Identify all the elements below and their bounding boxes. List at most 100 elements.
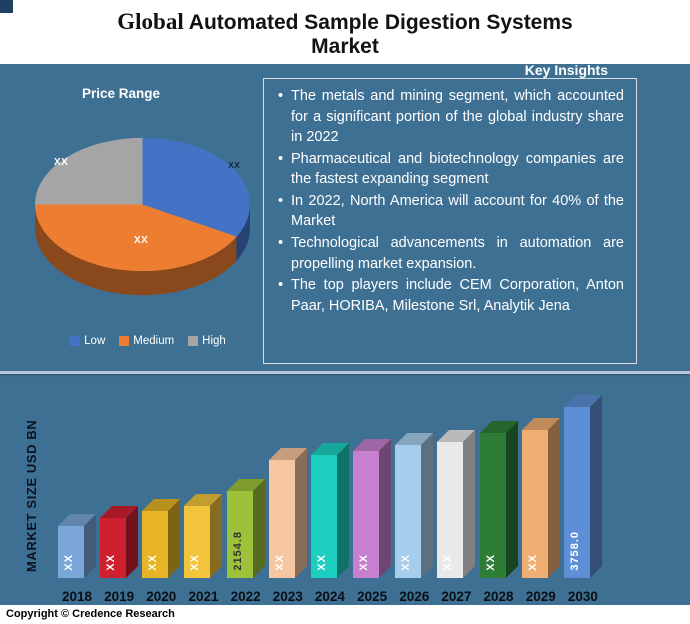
bar-year-label: 2026 [399, 589, 430, 604]
bar-side-face [126, 506, 139, 578]
key-insight-item: The top players include CEM Corporation,… [278, 275, 624, 316]
pie-3d [35, 97, 250, 312]
legend-label-medium: Medium [133, 335, 175, 347]
page-title-rest: Automated Sample Digestion Systems [183, 11, 573, 34]
bar-2019: XX 2019 [100, 506, 139, 604]
bar-front-face [100, 518, 127, 578]
key-insight-item: Pharmaceutical and biotechnology compani… [278, 149, 624, 190]
bar-chart-bars: XX 2018 XX 2019 XX 2020 XX 2021 2154.8 2022 XX 2023… [58, 366, 602, 604]
page-title-line2: Market [311, 35, 379, 59]
bar-value-label: XX [273, 554, 286, 571]
legend-item-high: High [188, 335, 226, 347]
bar-front-face [437, 442, 464, 578]
legend-swatch-medium [119, 336, 130, 346]
bar-front-face [142, 511, 169, 578]
bar-value-label: XX [105, 554, 118, 571]
page-title-line1: Global Automated Sample Digestion System… [0, 9, 690, 35]
bar-year-label: 2027 [441, 589, 472, 604]
bar-2030: 3758.0 2030 [563, 395, 602, 604]
bar-front-face [226, 491, 253, 578]
bar-side-face [547, 418, 560, 578]
key-insights-list: The metals and mining segment, which acc… [264, 79, 636, 316]
bar-value-label: XX [358, 554, 371, 571]
bar-year-label: 2030 [567, 589, 598, 604]
key-insights-title: Key Insights [524, 62, 608, 78]
legend-label-high: High [202, 335, 226, 347]
bar-front-face [521, 430, 548, 578]
bar-2022: 2154.8 2022 [226, 479, 265, 604]
header: Global Automated Sample Digestion System… [0, 0, 690, 64]
bar-front-face [395, 445, 422, 578]
bar-2018: XX 2018 [58, 514, 96, 604]
bar-2026: XX 2026 [395, 433, 434, 604]
bar-value-label: XX [315, 554, 328, 571]
bar-year-label: 2029 [525, 589, 556, 604]
bar-front-face [563, 407, 590, 578]
bar-side-face [252, 479, 265, 578]
bar-front-face [479, 433, 506, 578]
bar-front-face [353, 451, 380, 578]
bar-value-label: 2154.8 [231, 531, 244, 571]
key-insight-item: In 2022, North America will account for … [278, 191, 624, 232]
key-insight-item: Technological advancements in automation… [278, 233, 624, 274]
pie-slice-value-medium: XX [134, 235, 149, 246]
copyright-text: Copyright © Credence Research [6, 608, 175, 620]
bar-front-face [58, 526, 84, 578]
copyright-bar: Copyright © Credence Research [0, 605, 690, 624]
bar-side-face [379, 439, 392, 578]
bar-year-label: 2020 [146, 589, 177, 604]
bar-side-face [168, 499, 181, 578]
pie-slice-value-low: XX [228, 160, 241, 170]
bar-front-face [184, 506, 211, 578]
bar-year-label: 2024 [314, 589, 345, 604]
bar-side-face [463, 430, 476, 578]
bar-side-face [294, 448, 307, 578]
bar-front-face [268, 460, 295, 578]
bar-year-label: 2022 [230, 589, 261, 604]
bar-value-label: XX [484, 554, 497, 571]
pie-top-face [35, 137, 250, 272]
bar-side-face [210, 494, 223, 578]
bar-year-label: 2028 [483, 589, 514, 604]
pie-chart: XX XX XX [30, 86, 266, 346]
bar-year-label: 2025 [357, 589, 388, 604]
bar-year-label: 2018 [61, 589, 93, 604]
bar-value-label: XX [400, 554, 413, 571]
bar-value-label: XX [526, 554, 539, 571]
section-divider [0, 371, 690, 374]
page-title-word-global: Global [117, 9, 184, 34]
legend-label-low: Low [84, 335, 106, 347]
bar-2028: XX 2028 [479, 421, 518, 604]
bar-value-label: 3758.0 [568, 531, 581, 571]
legend-item-medium: Medium [119, 335, 174, 347]
bar-value-label: XX [147, 554, 160, 571]
bar-side-face [589, 395, 602, 578]
bar-year-label: 2019 [104, 589, 135, 604]
bar-2027: XX 2027 [437, 430, 476, 604]
key-insight-item: The metals and mining segment, which acc… [278, 86, 624, 148]
bar-2021: XX 2021 [184, 494, 223, 604]
pie-chart-title: Price Range [82, 86, 161, 101]
bar-value-label: XX [189, 554, 202, 571]
bar-value-label: XX [63, 554, 75, 571]
bar-year-label: 2023 [272, 589, 303, 604]
bar-front-face [310, 455, 337, 578]
bar-chart-y-axis-label: MARKET SIZE USD BN [24, 419, 39, 572]
legend-swatch-high [188, 336, 199, 346]
legend-item-low: Low [70, 335, 105, 347]
bar-value-label: XX [442, 554, 455, 571]
bar-2024: XX 2024 [310, 443, 349, 604]
pie-slice-value-high: XX [54, 157, 69, 168]
corner-accent-square [0, 0, 13, 13]
bar-2023: XX 2023 [268, 448, 307, 604]
key-insights-panel: Key Insights The metals and mining segme… [263, 62, 637, 364]
bar-2020: XX 2020 [142, 499, 181, 604]
pie-legend: Low Medium High [28, 335, 268, 347]
bar-side-face [336, 443, 349, 578]
bar-year-label: 2021 [188, 589, 219, 604]
bar-side-face [505, 421, 518, 578]
bar-2025: XX 2025 [353, 439, 392, 604]
bar-side-face [421, 433, 434, 578]
bar-2029: XX 2029 [521, 418, 560, 604]
